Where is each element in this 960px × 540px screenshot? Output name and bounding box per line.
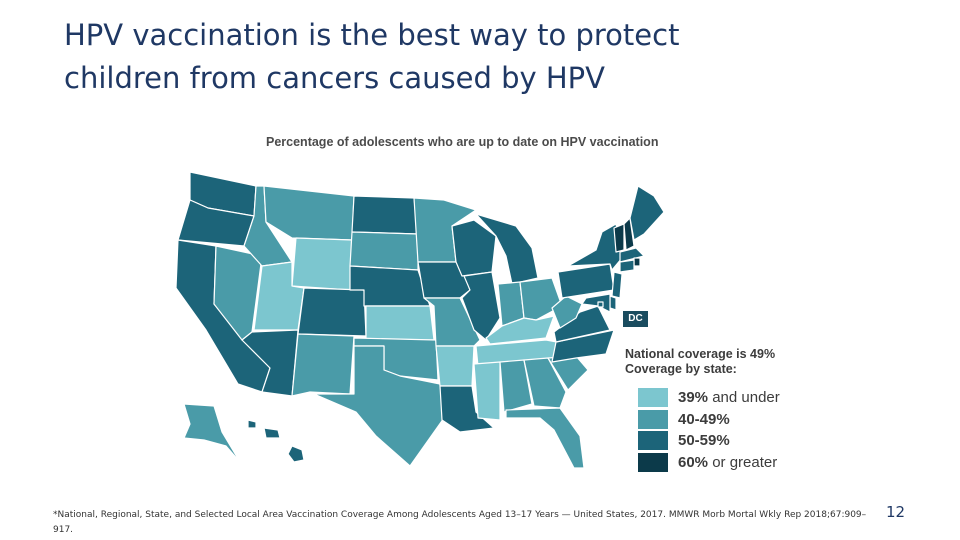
state-HI-islands — [247, 419, 257, 429]
state-NC — [551, 329, 615, 363]
state-DC — [597, 301, 604, 308]
state-FL — [505, 407, 585, 469]
national-coverage: National coverage is 49% — [625, 347, 776, 361]
state-AR — [435, 345, 475, 387]
legend-pct-top: 60% — [678, 453, 709, 471]
slide-title-line-1: HPV vaccination is the best way to prote… — [64, 18, 680, 52]
state-KS — [365, 305, 435, 341]
state-CO — [297, 287, 367, 337]
legend-pct-high: 50-59% — [678, 432, 730, 449]
footnote: *National, Regional, State, and Selected… — [53, 510, 867, 535]
slide-title: HPV vaccination is the best way to prote… — [64, 14, 784, 100]
legend-item-high: 50-59% — [638, 430, 780, 451]
state-IL — [461, 271, 501, 341]
coverage-summary: National coverage is 49% Coverage by sta… — [625, 347, 775, 377]
legend-pct-low: 39% — [678, 389, 709, 406]
legend-item-low: 39% and under — [638, 387, 780, 408]
state-NM — [291, 333, 355, 397]
state-HI — [287, 445, 305, 463]
state-AK — [183, 403, 241, 463]
map-title: Percentage of adolescents who are up to … — [266, 135, 659, 149]
slide-title-line-2: children from cancers caused by HPV — [64, 61, 606, 95]
legend-suffix-top: or greater — [708, 453, 778, 471]
state-MT — [263, 185, 355, 241]
legend-suffix-low: and under — [708, 389, 780, 406]
state-VT — [613, 223, 625, 253]
legend-pct-mid: 40-49% — [678, 410, 730, 428]
legend-item-top: 60% or greater — [638, 452, 780, 473]
state-NH — [623, 217, 635, 251]
state-NJ — [611, 271, 623, 299]
legend-swatch-mid — [638, 409, 668, 429]
map-legend: 39% and under 40-49% 50-59% 60% or great… — [638, 387, 780, 473]
state-IA — [417, 261, 471, 299]
state-MS — [473, 361, 501, 421]
coverage-by-state: Coverage by state: — [625, 362, 737, 376]
page-number: 12 — [886, 503, 906, 521]
state-LA — [439, 385, 495, 433]
state-OH — [519, 277, 563, 321]
state-PA — [557, 263, 615, 299]
legend-item-mid: 40-49% — [638, 409, 780, 430]
state-WY — [291, 237, 353, 291]
state-MA — [619, 247, 645, 263]
state-TX — [313, 345, 445, 467]
state-HI-islands-2 — [263, 427, 281, 439]
legend-swatch-low — [638, 388, 668, 407]
state-GA — [523, 357, 567, 409]
legend-swatch-high — [638, 431, 668, 450]
state-DE — [609, 295, 617, 311]
state-AL — [499, 359, 533, 413]
state-ND — [351, 195, 419, 235]
legend-swatch-top — [638, 452, 668, 472]
state-KY — [485, 315, 555, 345]
state-CT — [619, 259, 635, 273]
state-NE — [349, 265, 431, 307]
state-RI — [633, 257, 641, 267]
state-ME — [629, 185, 665, 241]
dc-label: DC — [623, 311, 648, 327]
state-SD — [349, 231, 419, 271]
